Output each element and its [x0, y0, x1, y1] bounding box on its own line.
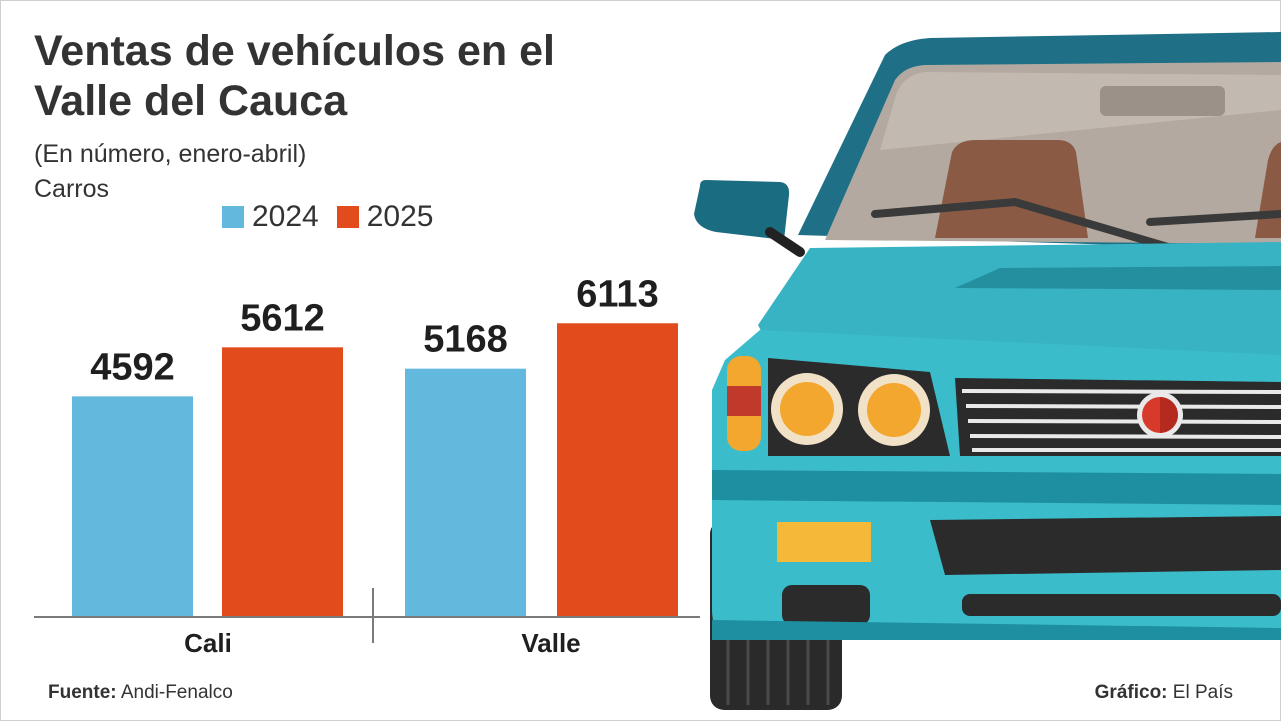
wiper: [871, 197, 1189, 256]
bumper-strip: [712, 470, 1281, 505]
legend-item-2024: 2024: [222, 200, 319, 234]
data-label-valle-2025: 6113: [576, 273, 658, 315]
bar-chart: 4592 5612 5168 6113 Cali Valle: [34, 273, 700, 658]
air-intake: [930, 516, 1281, 575]
data-label-cali-2024: 4592: [90, 346, 175, 388]
credit-label: Gráfico:: [1094, 682, 1168, 703]
x-tick-label-cali: Cali: [184, 628, 232, 658]
car-seat: [935, 140, 1088, 238]
legend: 2024 2025: [222, 200, 452, 234]
legend-item-2025: 2025: [336, 200, 434, 234]
bar-valle-2025: [557, 323, 678, 617]
legend-swatch-2025: [336, 206, 359, 228]
credit-note: Gráfico: El País: [1095, 682, 1233, 704]
fog-light: [777, 522, 871, 562]
source-label: Fuente:: [48, 682, 117, 703]
unit-label: Carros: [34, 175, 110, 203]
bar-cali-2024: [72, 396, 193, 617]
data-label-cali-2025: 5612: [240, 297, 325, 339]
source-note: Fuente: Andi-Fenalco: [48, 682, 233, 704]
x-tick-label-valle: Valle: [521, 628, 580, 658]
legend-label-2025: 2025: [366, 200, 434, 233]
source-value: Andi-Fenalco: [120, 682, 233, 703]
headlight-right: [867, 383, 921, 437]
headlight-left: [780, 382, 834, 436]
side-mirror: [694, 180, 790, 240]
data-label-valle-2024: 5168: [423, 319, 508, 361]
credit-value: El País: [1172, 682, 1233, 703]
legend-swatch-2024: [222, 206, 244, 228]
chart-subtitle: (En número, enero-abril): [34, 140, 307, 168]
legend-label-2024: 2024: [252, 200, 319, 233]
bar-cali-2025: [222, 347, 343, 617]
chart-title: Ventas de vehículos en el Valle del Cauc…: [34, 27, 555, 125]
rear-view-mirror: [1100, 86, 1225, 116]
bar-valle-2024: [405, 368, 526, 617]
